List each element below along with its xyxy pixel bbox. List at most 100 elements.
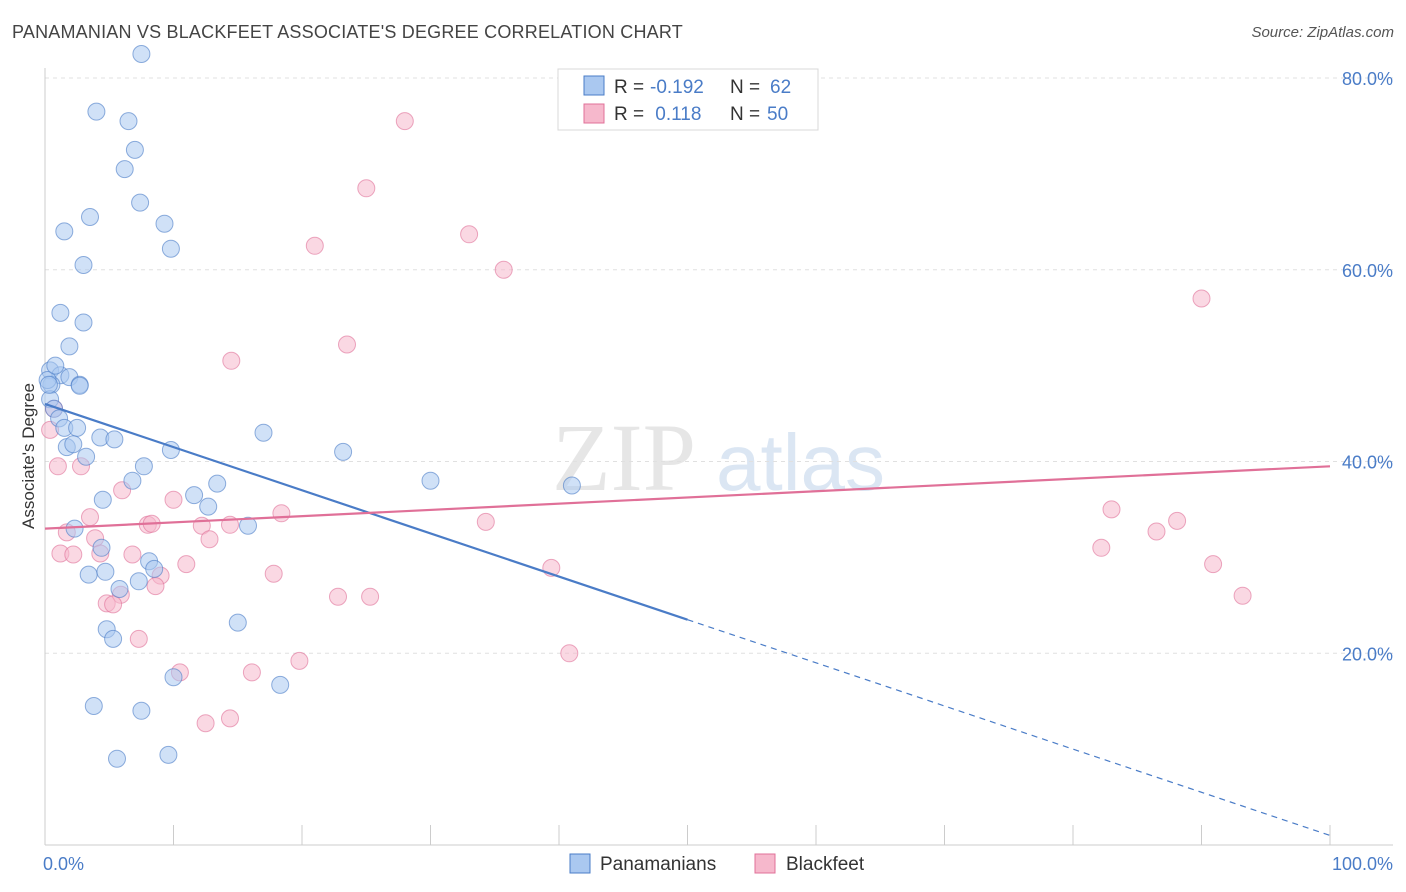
point-blackfeet-48: [242, 663, 261, 682]
x-tick-label-max: 100.0%: [1332, 854, 1393, 874]
point-panamanians-32: [334, 442, 353, 461]
point-panamanians-37: [185, 486, 204, 505]
bottom-legend-label-blackfeet: Blackfeet: [786, 854, 865, 875]
stats-legend: R = -0.192 N = 62 R = 0.118 N = 50: [557, 68, 819, 131]
point-panamanians-24: [68, 418, 87, 437]
legend-n-value-2: 50: [767, 104, 788, 125]
point-blackfeet-4: [494, 260, 513, 279]
point-panamanians-47: [129, 572, 148, 591]
point-panamanians-12: [74, 313, 93, 332]
point-panamanians-29: [134, 457, 153, 476]
point-panamanians-54: [84, 697, 103, 715]
trend-line-panamanians-extension: [687, 619, 1331, 836]
point-panamanians-10: [74, 256, 93, 274]
point-panamanians-42: [92, 538, 111, 557]
point-blackfeet-50: [221, 709, 239, 728]
point-blackfeet-13: [164, 490, 183, 509]
point-blackfeet-25: [1102, 500, 1121, 519]
legend-swatch-blackfeet: [583, 103, 605, 124]
bottom-legend-swatch-panamanians: [569, 853, 591, 874]
point-panamanians-26: [105, 430, 124, 449]
point-blackfeet-3: [305, 236, 324, 255]
point-blackfeet-42: [1233, 586, 1252, 605]
point-blackfeet-0: [395, 112, 414, 131]
y-tick-label-40: 40.0%: [1342, 453, 1393, 473]
point-panamanians-55: [132, 701, 151, 720]
point-panamanians-38: [93, 490, 112, 509]
legend-n-label-1: N =: [730, 77, 760, 98]
point-panamanians-8: [155, 214, 174, 233]
point-panamanians-60: [46, 356, 65, 375]
point-panamanians-59: [39, 375, 58, 394]
watermark-atlas: atlas: [716, 418, 885, 507]
point-blackfeet-44: [129, 629, 148, 648]
legend-n-value-1: 62: [770, 77, 791, 98]
point-panamanians-48: [110, 580, 129, 598]
point-blackfeet-31: [64, 545, 83, 564]
point-panamanians-61: [64, 435, 83, 454]
legend-r-label-1: R =: [614, 77, 644, 98]
trend-lines: [44, 402, 1331, 836]
point-panamanians-1: [87, 102, 106, 121]
point-blackfeet-34: [264, 564, 283, 583]
legend-swatch-panamanians: [583, 75, 605, 96]
point-blackfeet-7: [222, 351, 241, 370]
bottom-legend-swatch-blackfeet: [754, 853, 776, 874]
chart-title: PANAMANIAN VS BLACKFEET ASSOCIATE'S DEGR…: [12, 22, 683, 42]
point-panamanians-33: [421, 471, 440, 490]
point-blackfeet-41: [361, 587, 380, 606]
point-blackfeet-27: [1168, 511, 1187, 530]
point-panamanians-46: [145, 559, 164, 578]
point-panamanians-53: [271, 675, 290, 694]
y-tick-label-60: 60.0%: [1342, 261, 1393, 281]
point-panamanians-7: [55, 222, 74, 241]
point-panamanians-9: [161, 239, 180, 258]
point-panamanians-0: [132, 45, 151, 63]
point-blackfeet-14: [272, 504, 291, 523]
point-blackfeet-28: [1092, 538, 1111, 557]
point-blackfeet-1: [357, 179, 376, 198]
point-panamanians-13: [60, 337, 79, 356]
point-panamanians-44: [79, 565, 98, 584]
point-panamanians-31: [254, 423, 273, 442]
x-tick-label-min: 0.0%: [43, 854, 84, 874]
y-tick-label-80: 80.0%: [1342, 69, 1393, 89]
point-panamanians-11: [51, 303, 70, 322]
trend-line-panamanians: [44, 402, 688, 621]
point-blackfeet-10: [48, 457, 67, 476]
point-panamanians-19: [70, 376, 89, 395]
point-panamanians-35: [123, 471, 142, 490]
point-panamanians-57: [159, 745, 178, 764]
point-panamanians-5: [131, 193, 150, 212]
point-blackfeet-23: [200, 530, 219, 549]
point-panamanians-50: [228, 613, 247, 632]
point-blackfeet-6: [338, 335, 356, 354]
point-panamanians-6: [81, 208, 99, 226]
legend-r-value-2: 0.118: [650, 104, 701, 125]
point-panamanians-56: [108, 749, 126, 768]
point-blackfeet-36: [146, 577, 165, 596]
point-blackfeet-45: [560, 644, 579, 663]
legend-r-label-2: R =: [614, 104, 644, 125]
x-tick-labels: 0.0% 100.0%: [43, 854, 1393, 874]
series-legend: Panamanians Blackfeet: [569, 853, 865, 875]
point-blackfeet-32: [177, 555, 196, 574]
axes: [44, 68, 1393, 846]
y-axis-label: Associate's Degree: [19, 383, 38, 529]
trend-line-blackfeet: [44, 465, 1331, 530]
point-panamanians-45: [96, 562, 115, 581]
point-panamanians-3: [125, 140, 144, 159]
point-panamanians-34: [562, 476, 581, 495]
point-blackfeet-46: [290, 651, 309, 670]
legend-n-label-2: N =: [730, 104, 760, 125]
point-panamanians-39: [199, 497, 218, 516]
point-blackfeet-20: [476, 512, 495, 531]
point-panamanians-41: [239, 516, 257, 535]
grid-lines: [45, 77, 1393, 654]
y-tick-labels: 20.0% 40.0% 60.0% 80.0%: [1342, 69, 1393, 664]
point-blackfeet-5: [1192, 289, 1211, 308]
point-panamanians-40: [65, 519, 84, 538]
legend-r-value-1: -0.192: [650, 77, 704, 98]
watermark-zip: ZIP: [552, 404, 696, 511]
point-blackfeet-26: [1147, 522, 1166, 541]
